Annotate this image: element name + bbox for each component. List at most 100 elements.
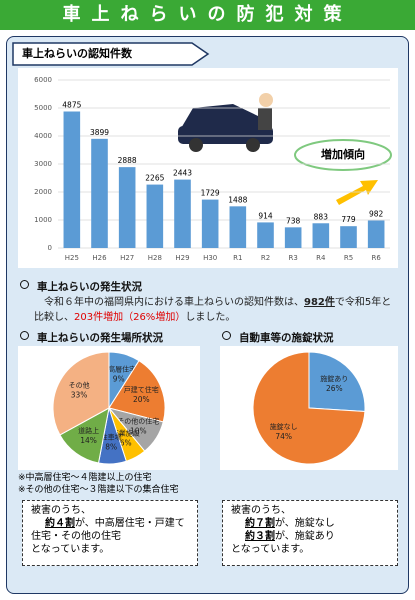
- y-tick-label: 0: [48, 244, 52, 252]
- x-tick-label: H29: [175, 254, 189, 262]
- slice-value: 6%: [120, 438, 132, 447]
- pie-slice: [308, 351, 366, 413]
- status-heading: 車上ねらいの発生状況: [20, 279, 142, 294]
- text: しました。: [185, 312, 236, 323]
- y-tick-label: 4000: [34, 132, 52, 140]
- bar: [146, 184, 164, 248]
- text: 約７割: [245, 518, 275, 529]
- value-label: 914: [258, 211, 273, 220]
- bar: [201, 199, 219, 248]
- text: 住宅・その他の住宅: [31, 531, 121, 542]
- slice-value: 8%: [105, 443, 117, 452]
- x-tick-label: R2: [261, 254, 270, 262]
- trend-arrow: [336, 180, 378, 205]
- slice-label: その他: [69, 380, 90, 389]
- x-tick-label: H27: [120, 254, 134, 262]
- x-tick-label: R5: [344, 254, 353, 262]
- value-label: 4875: [62, 101, 81, 110]
- location-summary: 被害のうち、 約４割が、中高層住宅・戸建て住宅・その他の住宅 となっています。: [22, 500, 198, 566]
- text: 令和６年中の福岡県内における車上ねらいの認知件数は、: [44, 297, 304, 308]
- slice-value: 33%: [71, 390, 88, 399]
- text: で令和5年と比較し、: [34, 297, 392, 323]
- car-illustration: [178, 93, 273, 152]
- y-tick-label: 2000: [34, 188, 52, 196]
- value-label: 779: [341, 215, 356, 224]
- value-label: 2265: [145, 174, 164, 183]
- value-label: 2443: [173, 169, 192, 178]
- slice-label: 戸建て住宅: [124, 385, 159, 394]
- text: 約４割: [45, 518, 75, 529]
- status-text: 令和６年中の福岡県内における車上ねらいの認知件数は、982件で令和5年と比較し、…: [34, 295, 396, 325]
- text: 被害のうち、: [31, 505, 91, 516]
- text: 約３割: [245, 531, 275, 542]
- header-title: 車上ねらいの防犯対策: [0, 0, 415, 30]
- bar: [118, 167, 136, 248]
- y-tick-label: 6000: [34, 76, 52, 84]
- tab-shape: [12, 42, 210, 66]
- x-tick-label: H28: [148, 254, 162, 262]
- text: となっています。: [31, 544, 110, 555]
- slice-label: 施錠なし: [270, 422, 298, 431]
- bar: [63, 111, 81, 248]
- text: となっています。: [231, 544, 310, 555]
- section-heading: 車上ねらいの認知件数: [22, 46, 133, 60]
- note: ※その他の住宅～３階建以下の集合住宅: [18, 485, 179, 495]
- y-tick-label: 5000: [34, 104, 52, 112]
- section-tab: 車上ねらいの認知件数: [12, 42, 210, 66]
- pie-slice: [252, 351, 366, 465]
- x-tick-label: H26: [92, 254, 107, 262]
- x-tick-label: R4: [316, 254, 326, 262]
- location-heading: 車上ねらいの発生場所状況: [20, 330, 163, 345]
- text: 982件: [304, 297, 335, 308]
- text: が、中高層住宅・戸建て: [75, 518, 185, 529]
- slice-value: 10%: [130, 427, 147, 436]
- bar: [340, 226, 357, 248]
- x-tick-label: R6: [372, 254, 382, 262]
- trend-cloud: 増加傾向: [294, 139, 392, 205]
- value-label: 2888: [118, 156, 137, 165]
- slice-label: 中高層住宅: [101, 365, 136, 374]
- lock-heading: 自動車等の施錠状況: [222, 330, 334, 345]
- value-label: 982: [369, 210, 384, 219]
- slice-label: 施錠あり: [320, 374, 348, 383]
- value-label: 1729: [201, 189, 220, 198]
- slice-label: その他の住宅: [117, 417, 159, 426]
- bar: [284, 227, 302, 248]
- slice-value: 26%: [326, 384, 343, 393]
- bar: [91, 138, 108, 248]
- x-tick-label: H25: [65, 254, 79, 262]
- pie-slice: [52, 351, 110, 436]
- notes: ※中高層住宅～４階建以上の住宅 ※その他の住宅～３階建以下の集合住宅: [18, 472, 179, 496]
- value-label: 883: [314, 212, 329, 221]
- value-label: 1488: [228, 195, 247, 204]
- annotation: 増加傾向: [321, 147, 365, 161]
- x-tick-label: R1: [233, 254, 242, 262]
- slice-value: 74%: [275, 432, 292, 441]
- slice-label: 駐車場: [101, 433, 122, 442]
- text: が、施錠あり: [275, 531, 335, 542]
- pie-slice: [108, 360, 166, 423]
- bar: [367, 220, 385, 248]
- slice-label: 商業施設: [112, 428, 140, 437]
- bar: [312, 223, 330, 248]
- slice-label: 道路上: [78, 426, 99, 435]
- text: が、施錠なし: [275, 518, 335, 529]
- slice-value: 14%: [80, 436, 97, 445]
- value-label: 3899: [90, 128, 109, 137]
- note: ※中高層住宅～４階建以上の住宅: [18, 473, 152, 483]
- slice-value: 9%: [113, 375, 125, 384]
- y-tick-label: 3000: [34, 160, 52, 168]
- bar-chart: 増加傾向 0 1000 2000 3000 4000 5000 6000 4875 H25 389…: [18, 68, 398, 268]
- lock-summary: 被害のうち、 約７割が、施錠なし 約３割が、施錠あり となっています。: [222, 500, 398, 566]
- text: 203件増加（26%増加）: [74, 312, 186, 323]
- y-tick-label: 1000: [34, 216, 52, 224]
- value-label: 738: [286, 216, 301, 225]
- bar: [229, 206, 247, 248]
- x-tick-label: H30: [203, 254, 217, 262]
- bar: [174, 179, 191, 248]
- x-tick-label: R3: [289, 254, 298, 262]
- slice-value: 20%: [133, 395, 150, 404]
